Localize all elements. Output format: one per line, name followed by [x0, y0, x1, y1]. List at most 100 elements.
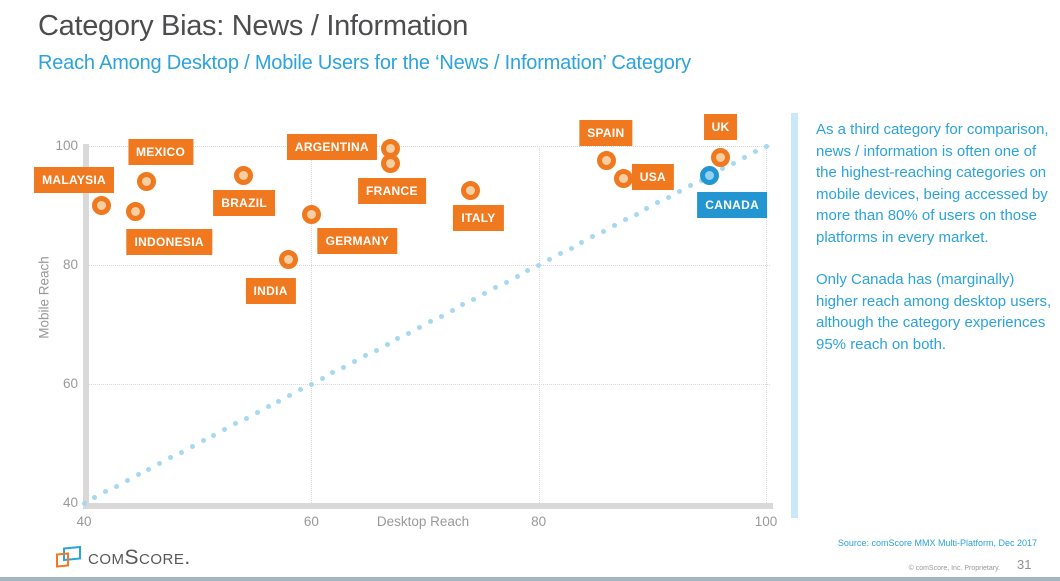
gridline-x-60: [311, 146, 313, 503]
parity-line-dot: [113, 483, 119, 489]
parity-line-dot: [406, 330, 412, 336]
parity-line-dot: [211, 432, 217, 438]
x-tick-80: 80: [531, 514, 547, 529]
parity-line-dot: [622, 217, 628, 223]
parity-line-dot: [265, 404, 271, 410]
parity-line-dot: [330, 370, 336, 376]
parity-line-dot: [168, 455, 174, 461]
page-number: 31: [1017, 557, 1032, 572]
data-point-uk: [711, 148, 731, 168]
gridline-y-60: [84, 384, 770, 385]
data-point-italy: [460, 181, 480, 201]
annotation-paragraph-1: As a third category for comparison, news…: [816, 121, 1049, 246]
parity-line-dot: [514, 273, 520, 279]
parity-line-dot: [666, 194, 672, 200]
gridline-x-100: [766, 146, 767, 503]
country-label-argentina: ARGENTINA: [286, 133, 377, 160]
comscore-logo-icon: [56, 545, 81, 568]
parity-line-dot: [254, 409, 260, 415]
parity-line-dot: [471, 296, 477, 302]
data-point-malaysia: [91, 196, 111, 215]
parity-line-dot: [438, 313, 444, 319]
country-label-brazil: BRAZIL: [213, 189, 276, 216]
x-tick-40: 40: [76, 514, 92, 529]
country-label-italy: ITALY: [453, 204, 504, 231]
annotation-panel: As a third category for comparison, news…: [816, 119, 1054, 376]
country-label-indonesia: INDONESIA: [126, 229, 212, 256]
country-label-canada: CANADA: [697, 191, 768, 218]
parity-line-dot: [81, 500, 87, 506]
data-point-brazil: [233, 166, 253, 186]
parity-line-dot: [308, 381, 314, 387]
annotation-paragraph-2: Only Canada has (marginally) higher reac…: [816, 271, 1052, 353]
data-point-spain: [597, 151, 617, 171]
x-axis-title: Desktop Reach: [376, 514, 470, 529]
x-tick-100: 100: [754, 514, 778, 529]
parity-line-dot: [568, 245, 574, 251]
country-label-malaysia: MALAYSIA: [34, 166, 115, 193]
y-axis-title: Mobile Reach: [36, 256, 52, 339]
parity-line-dot: [124, 477, 130, 483]
country-label-mexico: MEXICO: [127, 138, 194, 165]
parity-line-dot: [536, 262, 542, 268]
parity-line-dot: [741, 154, 747, 160]
parity-line-dot: [482, 290, 488, 296]
country-label-usa: USA: [631, 163, 675, 190]
parity-line-dot: [233, 421, 239, 427]
parity-line-dot: [525, 268, 531, 274]
parity-line-dot: [352, 358, 358, 364]
parity-line-dot: [135, 472, 141, 478]
parity-line-dot: [449, 307, 455, 313]
parity-line-dot: [731, 160, 737, 166]
country-label-uk: UK: [703, 113, 738, 140]
parity-line-dot: [92, 494, 98, 500]
parity-line-dot: [243, 415, 249, 421]
parity-line-dot: [546, 256, 552, 262]
parity-line-dot: [417, 324, 423, 330]
gridline-x-80: [538, 146, 540, 503]
parity-line-dot: [362, 353, 368, 359]
page-title: Category Bias: News / Information: [38, 10, 469, 42]
parity-line-dot: [557, 251, 563, 257]
country-label-spain: SPAIN: [579, 119, 633, 146]
parity-line-dot: [503, 279, 509, 285]
page-subtitle: Reach Among Desktop / Mobile Users for t…: [38, 52, 691, 74]
data-point-usa: [614, 169, 634, 189]
parity-line-dot: [276, 398, 282, 404]
parity-line-dot: [341, 364, 347, 370]
parity-line-dot: [644, 205, 650, 211]
y-tick-40: 40: [62, 495, 78, 510]
data-point-france: [381, 154, 401, 174]
slide-bottom-edge: [0, 577, 1060, 581]
gridline-y-80: [84, 265, 770, 266]
parity-line-dot: [319, 375, 325, 381]
copyright-note: © comScore, Inc. Proprietary.: [908, 565, 1000, 572]
parity-line-dot: [146, 466, 152, 472]
parity-line-dot: [189, 443, 195, 449]
country-label-india: INDIA: [245, 278, 296, 305]
parity-line-dot: [492, 285, 498, 291]
parity-line-dot: [752, 149, 758, 155]
parity-line-dot: [633, 211, 639, 217]
y-tick-80: 80: [62, 257, 78, 272]
parity-line-dot: [395, 336, 401, 342]
data-point-indonesia: [125, 201, 145, 221]
parity-line-dot: [763, 143, 769, 149]
parity-line-dot: [687, 183, 693, 189]
parity-line-dot: [676, 188, 682, 194]
parity-line-dot: [611, 222, 617, 228]
parity-line-dot: [427, 319, 433, 325]
comscore-logo: comScore.: [55, 545, 191, 570]
country-label-germany: GERMANY: [317, 228, 398, 255]
parity-line-dot: [178, 449, 184, 455]
data-point-germany: [301, 204, 321, 224]
parity-line-dot: [200, 438, 206, 444]
parity-line-dot: [103, 489, 109, 495]
parity-line-dot: [655, 200, 661, 206]
data-point-canada: [699, 166, 719, 186]
parity-line-dot: [460, 302, 466, 308]
parity-line-dot: [601, 228, 607, 234]
parity-line-dot: [222, 426, 228, 432]
